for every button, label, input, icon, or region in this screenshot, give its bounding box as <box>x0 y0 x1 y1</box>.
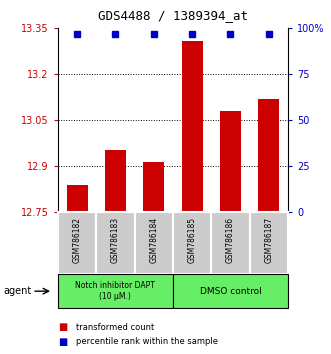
Text: GSM786184: GSM786184 <box>149 217 158 263</box>
Bar <box>58 212 96 274</box>
Text: transformed count: transformed count <box>76 323 154 332</box>
Text: GSM786187: GSM786187 <box>264 217 273 263</box>
Bar <box>250 212 288 274</box>
Bar <box>143 162 164 212</box>
Bar <box>135 212 173 274</box>
Bar <box>105 149 126 212</box>
Bar <box>67 185 88 212</box>
Text: agent: agent <box>3 286 31 296</box>
Text: Notch inhibitor DAPT
(10 μM.): Notch inhibitor DAPT (10 μM.) <box>75 281 155 301</box>
Text: GSM786186: GSM786186 <box>226 217 235 263</box>
Bar <box>258 99 279 212</box>
Text: percentile rank within the sample: percentile rank within the sample <box>76 337 218 346</box>
Bar <box>96 212 135 274</box>
Text: GSM786182: GSM786182 <box>72 217 82 263</box>
Text: DMSO control: DMSO control <box>200 287 261 296</box>
Bar <box>182 41 203 212</box>
Bar <box>211 212 250 274</box>
Bar <box>173 212 211 274</box>
Bar <box>220 111 241 212</box>
Text: ■: ■ <box>58 337 67 347</box>
Bar <box>58 274 173 308</box>
Bar <box>173 274 288 308</box>
Text: GDS4488 / 1389394_at: GDS4488 / 1389394_at <box>98 9 248 22</box>
Text: GSM786185: GSM786185 <box>188 217 197 263</box>
Text: GSM786183: GSM786183 <box>111 217 120 263</box>
Text: ■: ■ <box>58 322 67 332</box>
